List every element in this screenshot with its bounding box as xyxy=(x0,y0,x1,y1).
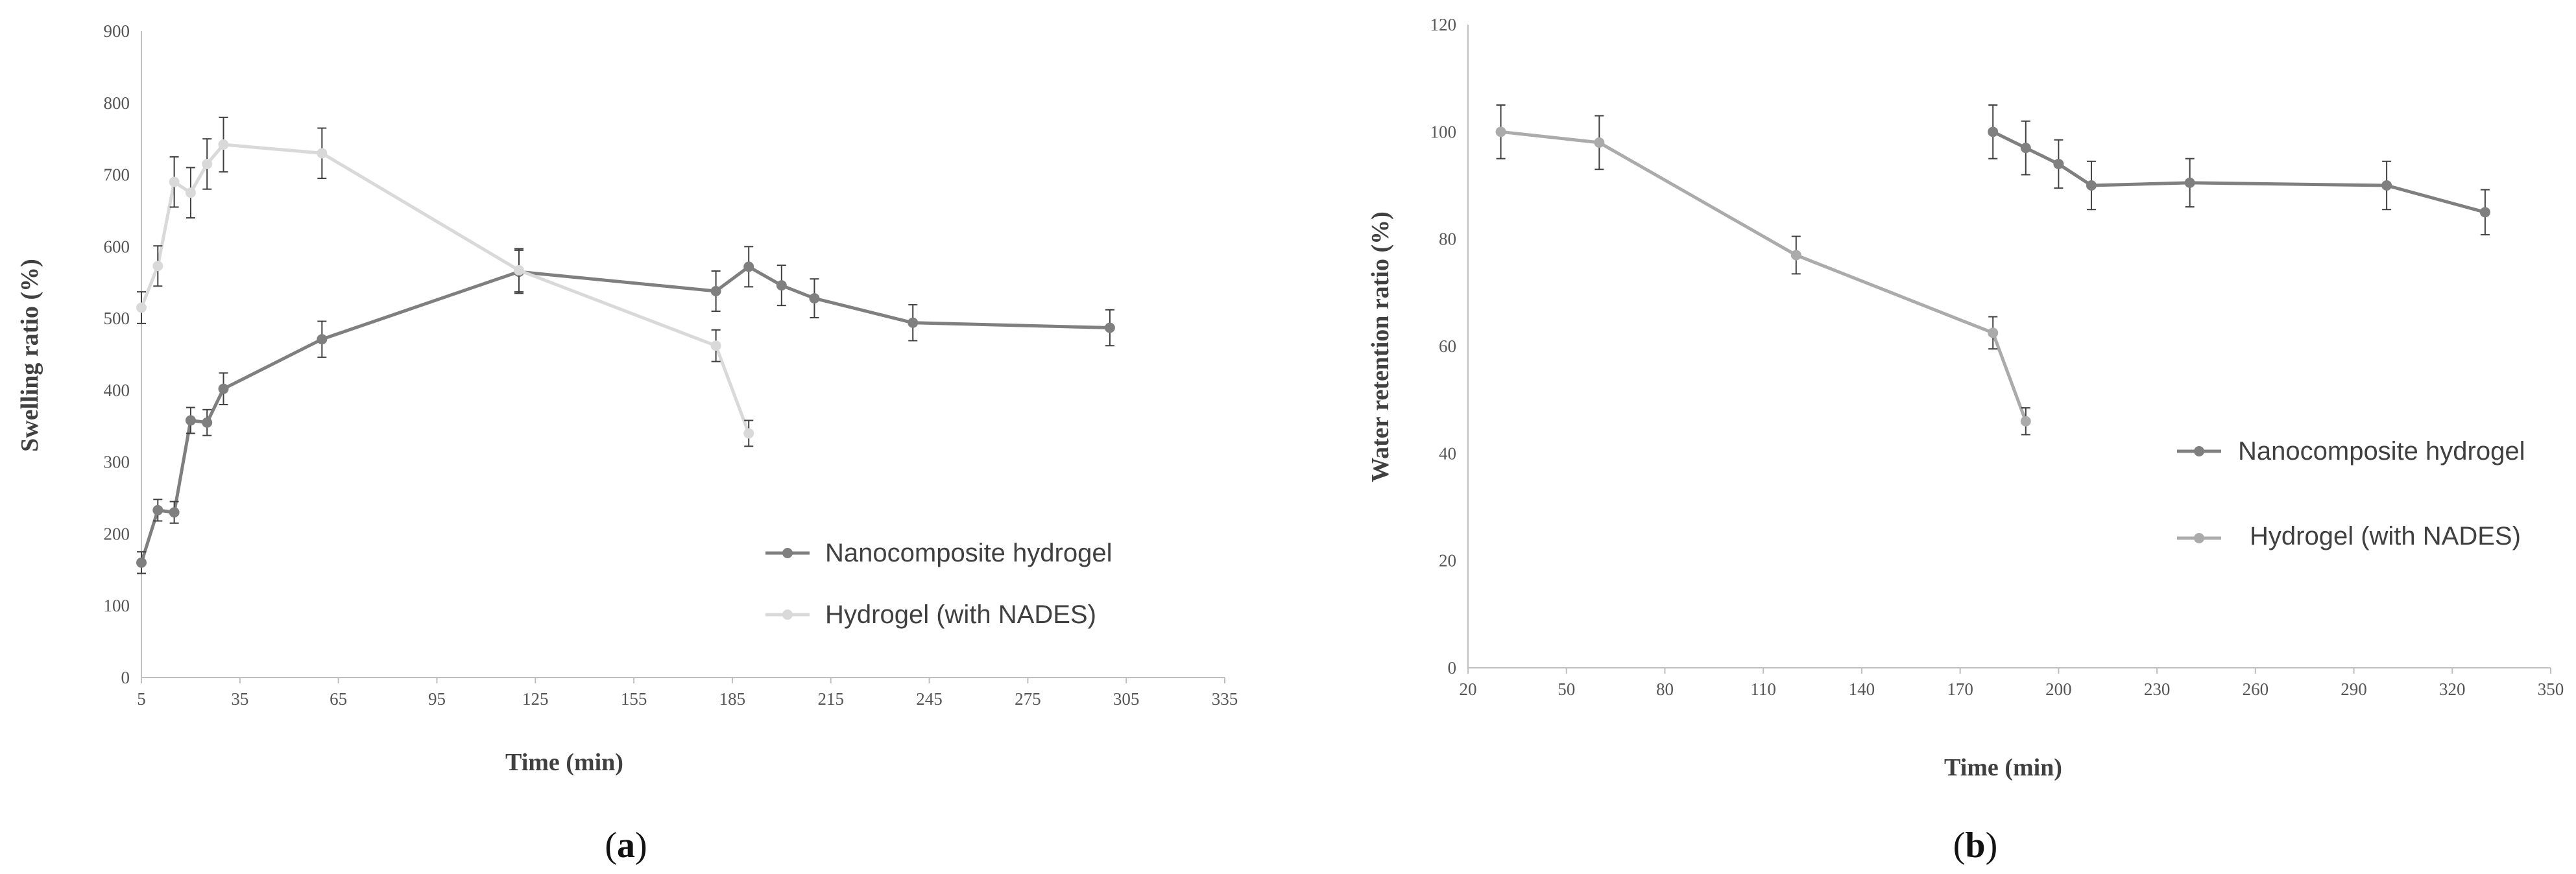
legend-label-nades: Hydrogel (with NADES) xyxy=(825,600,1096,629)
x-tick-label: 185 xyxy=(719,689,746,709)
x-tick-label: 65 xyxy=(330,689,347,709)
y-tick-label: 0 xyxy=(1448,658,1457,678)
data-point xyxy=(136,557,147,568)
y-tick-label: 0 xyxy=(121,668,130,687)
y-tick-label: 100 xyxy=(104,596,130,615)
x-tick-label: 320 xyxy=(2439,679,2466,699)
x-tick-label: 215 xyxy=(817,689,844,709)
x-tick-label: 230 xyxy=(2144,679,2171,699)
y-tick-label: 700 xyxy=(104,165,130,185)
data-point xyxy=(218,139,229,150)
x-tick-label: 245 xyxy=(916,689,943,709)
legend-label-nanocomposite: Nanocomposite hydrogel xyxy=(2238,437,2525,466)
data-point xyxy=(185,187,196,198)
data-point xyxy=(2020,416,2031,427)
x-tick-label: 5 xyxy=(137,689,146,709)
data-point xyxy=(2053,158,2064,169)
data-point xyxy=(202,158,213,169)
legend-marker-nanocomposite xyxy=(2194,446,2204,456)
data-point xyxy=(1104,322,1115,333)
legend-marker-nades xyxy=(2194,533,2204,543)
series-line-1 xyxy=(139,143,751,434)
y-tick-label: 800 xyxy=(104,93,130,113)
data-point xyxy=(1988,327,1999,338)
data-point xyxy=(809,293,820,304)
data-point xyxy=(743,261,754,272)
legend: Nanocomposite hydrogel Hydrogel (with NA… xyxy=(2177,437,2525,550)
data-point xyxy=(1594,137,1605,148)
series-line-1 xyxy=(1500,130,2028,422)
data-point xyxy=(710,340,721,351)
series-line-0 xyxy=(139,265,1110,563)
swelling-ratio-chart: 0 100 200 300 400 500 600 700 800 900 5 35 65 95 125 1… xyxy=(16,21,1238,866)
data-point xyxy=(2020,143,2031,154)
y-tick-label: 60 xyxy=(1439,337,1456,356)
x-tick-label: 200 xyxy=(2045,679,2072,699)
x-tick-label: 170 xyxy=(1947,679,1973,699)
data-point xyxy=(202,417,213,428)
x-tick-label: 80 xyxy=(1656,679,1674,699)
legend-marker-nades xyxy=(782,609,793,620)
data-point xyxy=(1988,126,1999,137)
x-tick-label: 275 xyxy=(1015,689,1041,709)
data-point xyxy=(743,428,754,439)
data-point xyxy=(218,383,229,394)
y-tick-label: 200 xyxy=(104,524,130,543)
panel-label-a: (a) xyxy=(605,825,647,866)
y-tick-label: 900 xyxy=(104,21,130,41)
data-point xyxy=(776,280,787,291)
data-point xyxy=(2479,207,2490,218)
x-tick-label: 260 xyxy=(2243,679,2269,699)
data-point xyxy=(908,317,919,328)
y-tick-label: 20 xyxy=(1439,551,1456,571)
y-tick-label: 400 xyxy=(104,381,130,400)
x-tick-label: 110 xyxy=(1750,679,1776,699)
data-point xyxy=(185,415,196,426)
data-point xyxy=(2086,180,2097,191)
y-tick-label: 600 xyxy=(104,237,130,256)
x-axis-title: Time (min) xyxy=(505,749,623,776)
data-point xyxy=(136,302,147,313)
x-tick-label: 95 xyxy=(428,689,446,709)
series-line-0 xyxy=(1992,130,2486,214)
data-point xyxy=(1495,126,1506,137)
x-tick-label: 140 xyxy=(1849,679,1875,699)
y-axis-title: Water retention ratio (%) xyxy=(1367,211,1394,482)
legend: Nanocomposite hydrogel Hydrogel (with NA… xyxy=(765,539,1112,629)
y-tick-label: 100 xyxy=(1430,122,1457,141)
x-tick-label: 350 xyxy=(2538,679,2564,699)
y-tick-label: 40 xyxy=(1439,443,1456,463)
x-tick-label: 290 xyxy=(2341,679,2367,699)
x-tick-label: 50 xyxy=(1558,679,1575,699)
x-axis-title: Time (min) xyxy=(1944,754,2062,781)
x-tick-label: 20 xyxy=(1460,679,1477,699)
x-tick-label: 335 xyxy=(1212,689,1238,709)
data-point xyxy=(169,507,180,518)
data-point xyxy=(2381,180,2392,191)
data-point xyxy=(152,261,163,272)
legend-label-nanocomposite: Nanocomposite hydrogel xyxy=(825,539,1112,567)
y-tick-label: 80 xyxy=(1439,230,1456,249)
data-point xyxy=(513,265,524,276)
data-point xyxy=(710,286,721,297)
y-tick-label: 300 xyxy=(104,453,130,472)
x-tick-label: 305 xyxy=(1113,689,1140,709)
x-tick-label: 125 xyxy=(522,689,549,709)
panel-label-b: (b) xyxy=(1953,825,1997,866)
data-point xyxy=(317,148,328,159)
data-point xyxy=(317,334,328,345)
y-axis-title: Swelling ratio (%) xyxy=(16,259,43,452)
data-point xyxy=(152,504,163,515)
y-tick-label: 120 xyxy=(1430,15,1457,34)
legend-label-nades: Hydrogel (with NADES) xyxy=(2250,522,2521,550)
data-point xyxy=(2184,177,2195,188)
legend-marker-nanocomposite xyxy=(782,548,793,558)
y-tick-label: 500 xyxy=(104,309,130,328)
data-point xyxy=(1790,250,1801,261)
data-point xyxy=(169,176,180,187)
x-tick-label: 35 xyxy=(231,689,248,709)
x-tick-label: 155 xyxy=(621,689,647,709)
